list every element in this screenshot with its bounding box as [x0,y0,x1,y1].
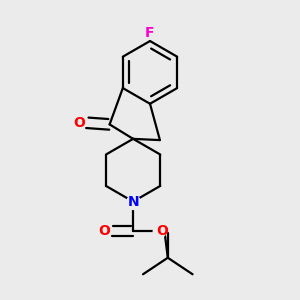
Text: O: O [156,224,168,238]
Text: O: O [73,116,85,130]
Text: O: O [98,224,110,238]
Text: N: N [127,195,139,208]
Text: F: F [145,26,155,40]
